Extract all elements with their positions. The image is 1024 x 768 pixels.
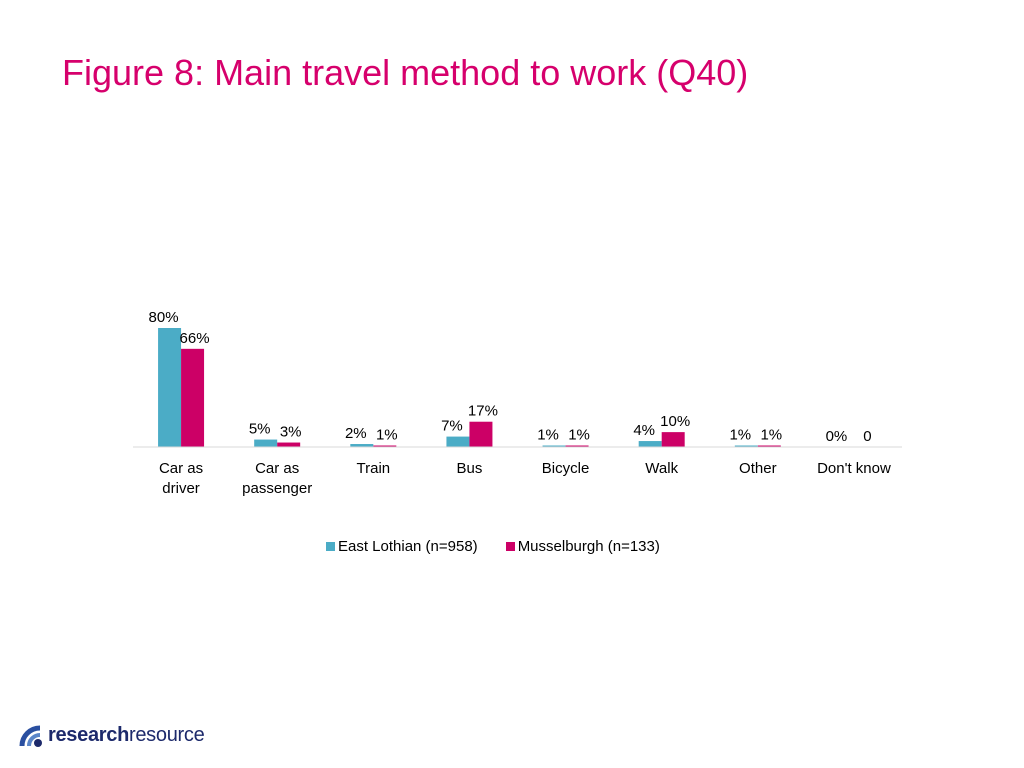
bar-musselburgh-6 [757, 445, 781, 447]
data-labels: 80%66% 5% 3% 2% 1% 7% 17% 1% 1% 4% 10% 1% 1% 0% 0 [149, 309, 872, 445]
data-label-east-lothian-2: 2% [345, 425, 367, 442]
data-label-east-lothian-4: 1% [537, 427, 559, 444]
legend-item-musselburgh: Musselburgh (n=133) [505, 538, 660, 555]
legend-swatch-musselburgh [505, 542, 515, 551]
data-label-musselburgh-0: 66% [180, 330, 210, 347]
bar-musselburgh-2 [373, 445, 397, 447]
data-label-musselburgh-5: 10% [660, 413, 690, 430]
bar-musselburgh-0 [181, 348, 205, 447]
category-label-5: Walk [645, 460, 678, 477]
data-label-musselburgh-4: 1% [568, 427, 590, 444]
data-label-east-lothian-0: 80% [149, 309, 179, 326]
bar-musselburgh-5 [661, 432, 685, 447]
data-label-east-lothian-6: 1% [729, 427, 751, 444]
bar-east-lothian-1 [254, 439, 278, 447]
data-label-east-lothian-7: 0% [826, 428, 848, 445]
category-label-1: Car as [255, 460, 299, 477]
data-label-musselburgh-6: 1% [760, 427, 782, 444]
data-label-musselburgh-7: 0 [863, 428, 871, 445]
legend-label-musselburgh: Musselburgh (n=133) [517, 538, 660, 555]
logo-wordmark: researchresource [48, 723, 205, 747]
research-resource-logo: researchresource [18, 722, 205, 748]
legend-item-east-lothian: East Lothian (n=958) [326, 538, 478, 555]
category-label-6: Other [739, 460, 777, 477]
page-title: Figure 8: Main travel method to work (Q4… [62, 52, 749, 93]
logo-word-resource: resource [129, 723, 205, 746]
data-label-east-lothian-3: 7% [441, 418, 463, 435]
category-label-2: Train [357, 460, 391, 477]
legend-swatch-east-lothian [326, 542, 335, 551]
bar-musselburgh-4 [565, 445, 589, 447]
bar-east-lothian-0 [158, 328, 182, 447]
chart-bars [158, 328, 781, 447]
data-label-east-lothian-5: 4% [633, 422, 655, 439]
data-label-musselburgh-3: 17% [468, 403, 498, 420]
category-label-4: Bicycle [542, 460, 590, 477]
bar-east-lothian-6 [734, 445, 758, 447]
bar-musselburgh-3 [469, 421, 493, 447]
data-label-musselburgh-1: 3% [280, 424, 302, 441]
bar-east-lothian-3 [446, 436, 470, 447]
data-label-musselburgh-2: 1% [376, 427, 398, 444]
category-label-1: passenger [242, 480, 312, 497]
category-labels: Car as driver Car as passenger Train Bus Bicyc… [159, 460, 891, 497]
data-label-east-lothian-1: 5% [249, 421, 271, 438]
research-resource-logo-icon [19, 725, 42, 747]
bar-east-lothian-5 [638, 441, 662, 447]
category-label-0: Car as [159, 460, 203, 477]
bar-east-lothian-2 [350, 444, 374, 447]
logo-word-research: research [48, 723, 129, 746]
bar-east-lothian-4 [542, 445, 566, 447]
legend-label-east-lothian: East Lothian (n=958) [338, 538, 478, 555]
category-label-7: Don't know [817, 460, 891, 477]
chart-legend: East Lothian (n=958) Musselburgh (n=133) [326, 538, 688, 555]
bar-chart: Car as driver Car as passenger Train Bus Bicyc… [133, 309, 902, 497]
category-label-3: Bus [457, 460, 483, 477]
bar-musselburgh-1 [277, 442, 301, 447]
category-label-0: driver [162, 480, 200, 497]
